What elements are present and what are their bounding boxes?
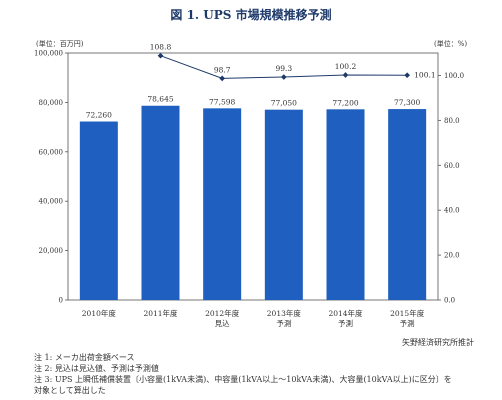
note-3: 注 3: UPS 上瞬低補償装置〔小容量(1kVA未満)、中容量(1kVA以上～… bbox=[34, 375, 452, 384]
chart-title: 図 1. UPS 市場規模推移予測 bbox=[170, 8, 332, 22]
category-sublabel: 予測 bbox=[276, 318, 291, 328]
category-sublabel: 見込 bbox=[215, 319, 230, 328]
right-tick-label: 20.0 bbox=[444, 252, 460, 260]
notes: 注 1: メーカ出荷金額ベース 注 2: 見込は見込値、予測は予測値 注 3: … bbox=[34, 352, 452, 396]
note-2: 注 2: 見込は見込値、予測は予測値 bbox=[34, 364, 159, 373]
left-axis: 100,000 80,000 60,000 40,000 20,000 0 bbox=[34, 50, 68, 305]
right-tick-label: 40.0 bbox=[444, 207, 460, 215]
plot-frame bbox=[67, 52, 439, 301]
line-point bbox=[219, 75, 225, 82]
bar bbox=[388, 109, 427, 300]
line-value-label: 100.1 bbox=[414, 71, 435, 80]
category-sublabel: 予測 bbox=[400, 318, 415, 328]
bar bbox=[203, 108, 242, 300]
category-label: 2014年度 bbox=[328, 308, 363, 318]
right-tick-label: 80.0 bbox=[444, 117, 460, 125]
left-tick-label: 0 bbox=[59, 297, 63, 305]
bar bbox=[141, 105, 180, 300]
right-axis-unit: (単位：%) bbox=[434, 39, 467, 48]
line-point bbox=[404, 72, 410, 79]
category-label: 2012年度 bbox=[205, 308, 240, 318]
bar bbox=[79, 121, 118, 301]
category-label: 2010年度 bbox=[82, 308, 117, 318]
line-value-label: 108.8 bbox=[150, 43, 172, 52]
left-axis-unit: (単位：百万円) bbox=[36, 39, 84, 48]
right-tick-label: 100.0 bbox=[444, 72, 464, 80]
right-tick-label: 60.0 bbox=[444, 162, 460, 170]
right-axis: 100.0 80.0 60.0 40.0 20.0 0.0 bbox=[438, 72, 464, 305]
line-point bbox=[157, 52, 164, 59]
line-value-label: 99.3 bbox=[275, 64, 292, 73]
bar-value-label: 77,300 bbox=[394, 98, 420, 107]
left-tick-label: 20,000 bbox=[39, 247, 64, 255]
left-tick-label: 60,000 bbox=[39, 148, 64, 156]
line-point bbox=[281, 74, 287, 80]
line-series: 108.8 98.7 99.3 100.2 100.1 bbox=[150, 43, 436, 82]
left-tick-label: 40,000 bbox=[39, 198, 64, 206]
line-value-label: 100.2 bbox=[335, 62, 357, 71]
left-tick-label: 80,000 bbox=[39, 99, 64, 107]
bar bbox=[326, 109, 365, 300]
source-note: 矢野経済研究所推計 bbox=[402, 338, 474, 347]
bar-labels: 72,260 78,645 77,598 77,050 77,200 77,300 bbox=[86, 95, 421, 120]
left-tick-label: 100,000 bbox=[34, 50, 63, 58]
bar-value-label: 77,598 bbox=[209, 97, 235, 106]
bar-value-label: 77,200 bbox=[332, 98, 358, 107]
bar-series bbox=[79, 105, 427, 301]
line-value-label: 98.7 bbox=[214, 65, 231, 74]
note-3-cont: 対象として算出した bbox=[34, 386, 106, 395]
bar bbox=[264, 109, 303, 301]
line-point bbox=[342, 72, 349, 78]
category-labels: 2010年度 2011年度 2012年度見込2013年度予測2014年度予測2015… bbox=[82, 308, 425, 328]
category-label: 2011年度 bbox=[143, 308, 178, 318]
category-sublabel: 予測 bbox=[338, 318, 353, 328]
chart-svg: (単位：百万円) (単位：%) 100,000 80,000 60,000 40,00… bbox=[34, 39, 467, 328]
bar-value-label: 77,050 bbox=[271, 99, 297, 108]
bar-value-label: 72,260 bbox=[86, 111, 112, 120]
note-1: 注 1: メーカ出荷金額ベース bbox=[34, 353, 135, 362]
category-label: 2015年度 bbox=[390, 308, 425, 318]
right-tick-label: 0.0 bbox=[444, 297, 455, 305]
bar-value-label: 78,645 bbox=[147, 95, 173, 104]
category-label: 2013年度 bbox=[267, 308, 302, 318]
